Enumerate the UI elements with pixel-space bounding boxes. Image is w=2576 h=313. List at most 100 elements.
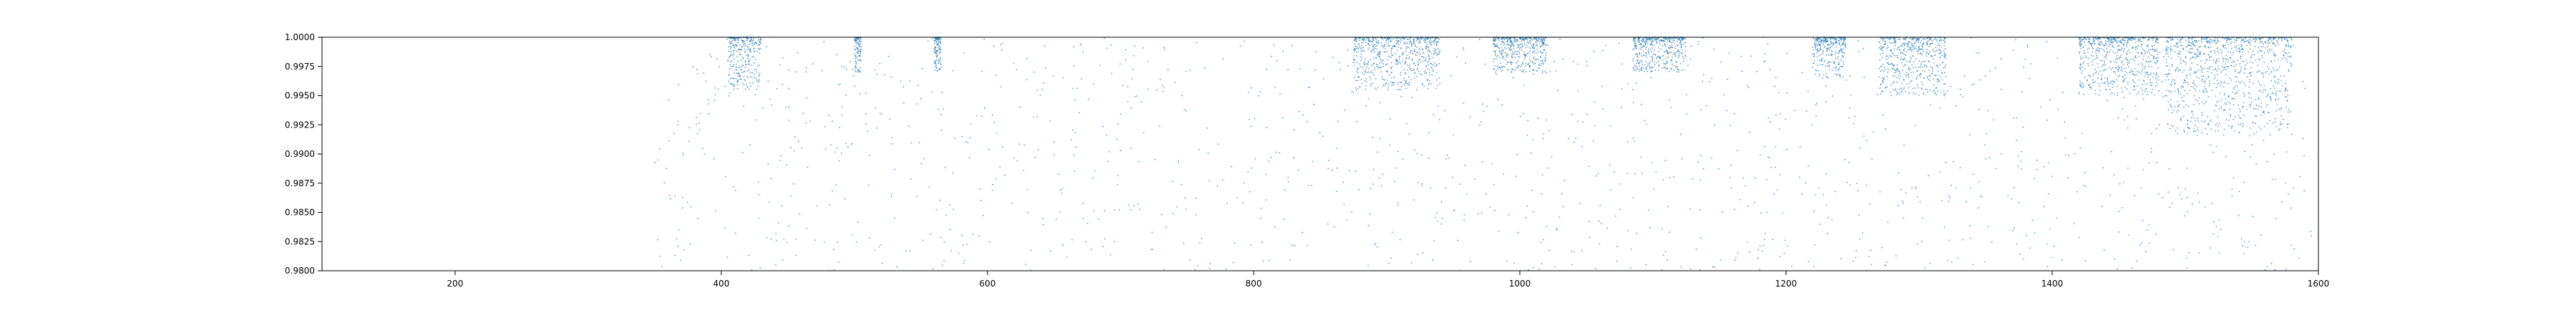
data-point bbox=[2090, 44, 2092, 46]
data-point bbox=[854, 85, 856, 87]
data-point bbox=[2266, 266, 2268, 268]
data-point bbox=[1686, 113, 1688, 115]
data-point bbox=[1399, 61, 1401, 63]
data-point bbox=[1408, 67, 1410, 68]
data-point bbox=[1501, 69, 1503, 72]
data-point bbox=[1421, 56, 1423, 57]
data-point bbox=[1943, 41, 1946, 43]
data-point bbox=[2094, 80, 2097, 82]
data-point bbox=[731, 77, 733, 79]
data-point bbox=[1838, 62, 1840, 63]
data-point bbox=[1393, 82, 1395, 83]
data-point bbox=[2036, 159, 2038, 161]
data-point bbox=[2111, 150, 2112, 153]
data-point bbox=[1903, 44, 1906, 47]
data-point bbox=[1414, 46, 1416, 47]
data-point bbox=[855, 61, 857, 63]
data-point bbox=[1528, 62, 1530, 64]
data-point bbox=[1767, 43, 1769, 44]
data-point bbox=[2228, 101, 2230, 103]
data-point bbox=[1948, 201, 1950, 203]
data-point bbox=[1635, 47, 1637, 49]
data-point bbox=[1537, 117, 1539, 120]
data-point bbox=[857, 55, 859, 57]
data-point bbox=[1883, 47, 1885, 48]
data-point bbox=[1930, 42, 1932, 44]
data-point bbox=[859, 54, 861, 57]
data-point bbox=[2204, 206, 2206, 208]
data-point bbox=[2127, 127, 2129, 129]
data-point bbox=[2255, 244, 2256, 246]
data-point bbox=[1896, 82, 1898, 83]
data-point bbox=[1904, 74, 1906, 75]
data-point bbox=[741, 68, 743, 70]
data-point bbox=[1682, 49, 1684, 51]
data-point bbox=[2197, 53, 2199, 55]
data-point bbox=[1534, 62, 1536, 64]
data-point bbox=[1916, 196, 1918, 198]
data-point bbox=[2084, 67, 2086, 69]
data-point bbox=[1733, 112, 1735, 115]
data-point bbox=[1652, 56, 1654, 58]
data-point bbox=[1650, 40, 1652, 42]
data-point bbox=[1373, 57, 1375, 59]
data-point bbox=[733, 49, 735, 52]
data-point bbox=[1883, 79, 1885, 81]
data-point bbox=[1924, 89, 1926, 90]
data-point bbox=[2142, 98, 2145, 100]
data-point bbox=[1641, 64, 1644, 66]
data-point bbox=[1901, 82, 1903, 85]
data-point bbox=[2013, 117, 2014, 119]
data-point bbox=[794, 136, 796, 138]
data-point bbox=[2093, 72, 2094, 74]
data-point bbox=[1418, 42, 1420, 44]
data-point bbox=[2080, 58, 2082, 60]
data-point bbox=[2082, 84, 2084, 86]
data-point bbox=[1420, 38, 1423, 40]
data-point bbox=[945, 166, 946, 168]
data-point bbox=[2026, 46, 2029, 48]
data-point bbox=[2094, 90, 2096, 92]
data-point bbox=[1385, 64, 1387, 66]
data-point bbox=[798, 140, 799, 143]
data-point bbox=[1901, 57, 1903, 58]
data-point bbox=[1987, 226, 1989, 228]
data-point bbox=[995, 133, 997, 135]
data-point bbox=[1679, 50, 1681, 52]
data-point bbox=[1963, 74, 1966, 77]
data-point bbox=[1526, 52, 1528, 54]
data-point bbox=[741, 47, 743, 48]
data-point bbox=[891, 143, 892, 145]
data-point bbox=[1928, 54, 1930, 55]
data-point bbox=[867, 184, 869, 186]
data-point bbox=[1943, 83, 1946, 85]
data-point bbox=[1289, 259, 1291, 261]
data-point bbox=[1639, 40, 1641, 42]
data-point bbox=[1268, 260, 1270, 261]
data-point bbox=[841, 106, 843, 108]
data-point bbox=[1807, 90, 1809, 92]
data-point bbox=[1377, 151, 1379, 153]
data-point bbox=[1493, 60, 1495, 62]
data-point bbox=[2220, 107, 2223, 110]
data-point bbox=[1000, 49, 1002, 51]
data-point bbox=[2048, 162, 2050, 164]
data-point bbox=[2170, 45, 2172, 47]
data-point bbox=[1643, 41, 1645, 42]
data-point bbox=[1857, 190, 1859, 191]
data-point bbox=[2217, 83, 2218, 85]
data-point bbox=[1494, 209, 1496, 211]
data-point bbox=[730, 45, 732, 47]
data-point bbox=[1654, 54, 1657, 56]
data-point bbox=[2128, 38, 2130, 40]
data-point bbox=[751, 64, 753, 67]
data-point bbox=[1254, 158, 1257, 160]
data-point bbox=[2104, 60, 2106, 62]
data-point bbox=[988, 241, 990, 243]
data-point bbox=[1823, 50, 1824, 52]
data-point bbox=[1910, 49, 1912, 51]
data-point bbox=[740, 49, 741, 50]
data-point bbox=[1763, 61, 1765, 62]
data-point bbox=[1395, 58, 1397, 60]
data-point bbox=[2029, 77, 2031, 80]
